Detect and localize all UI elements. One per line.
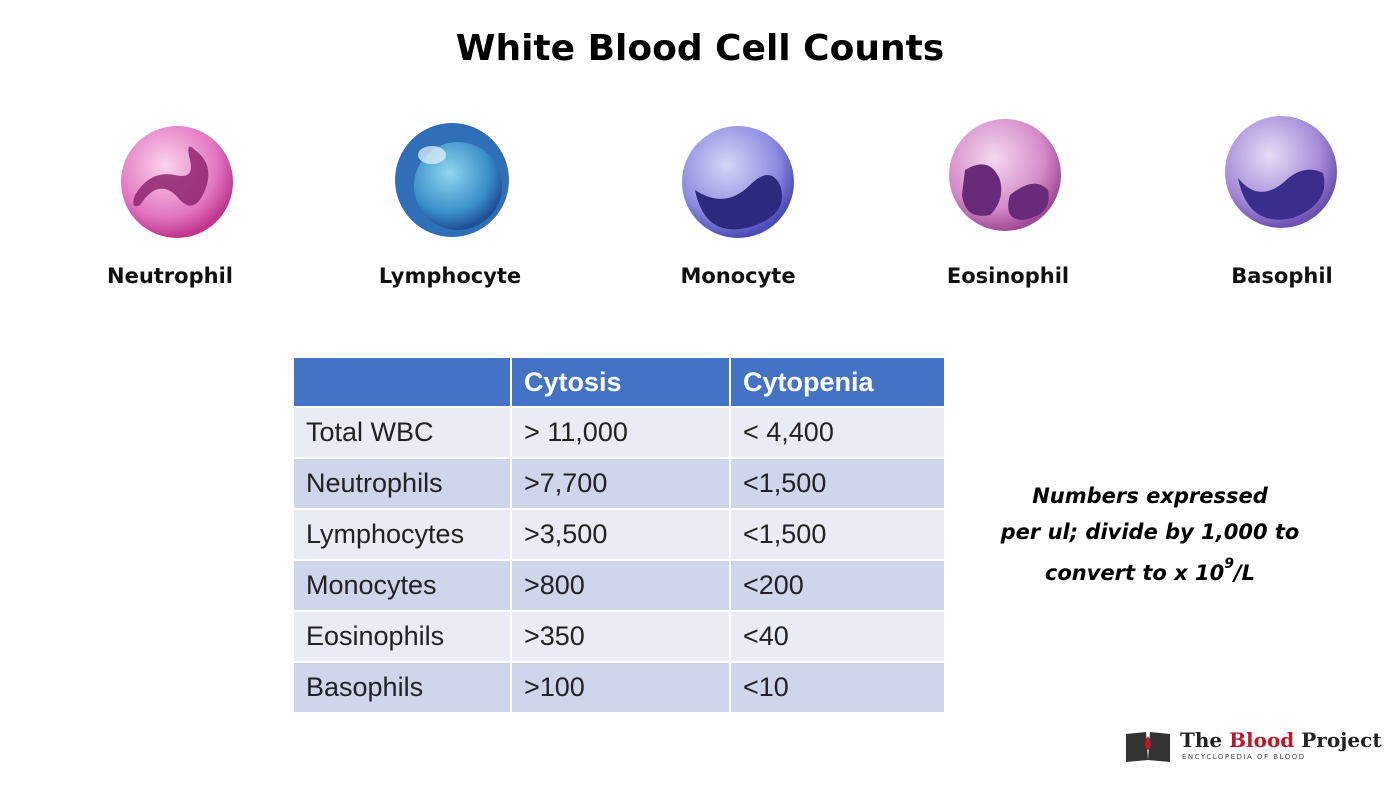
note-superscript: 9: [1224, 556, 1234, 572]
table-cell: Basophils: [294, 663, 510, 712]
table-cell: > 11,000: [512, 408, 729, 457]
logo: The Blood Project ENCYCLOPEDIA OF BLOOD: [1124, 726, 1382, 766]
logo-tagline: ENCYCLOPEDIA OF BLOOD: [1182, 753, 1306, 761]
table-row: Basophils >100 <10: [294, 663, 944, 712]
table-cell: <10: [731, 663, 944, 712]
eosinophil-icon: [949, 119, 1061, 231]
basophil-icon: [1225, 116, 1337, 228]
note-line: Numbers expressed: [1032, 484, 1268, 508]
logo-blood: Blood: [1229, 728, 1295, 752]
table-cell: >350: [512, 612, 729, 661]
note-line: convert to x 109/L: [990, 550, 1310, 591]
cell-label: Monocyte: [680, 264, 796, 288]
table-cell: < 4,400: [731, 408, 944, 457]
cell-illustrations: [121, 116, 1337, 238]
monocyte-icon: [682, 126, 794, 238]
table-cell: >800: [512, 561, 729, 610]
table-cell: >7,700: [512, 459, 729, 508]
table-row: Monocytes >800 <200: [294, 561, 944, 610]
table-row: Lymphocytes >3,500 <1,500: [294, 510, 944, 559]
lymphocyte-icon: [395, 123, 509, 237]
note-line: per ul; divide by 1,000 to: [1000, 520, 1300, 544]
cell-label: Eosinophil: [946, 264, 1070, 288]
header-cell: [294, 358, 510, 406]
table-cell: >3,500: [512, 510, 729, 559]
note: Numbers expressed per ul; divide by 1,00…: [990, 478, 1310, 591]
table-cell: Eosinophils: [294, 612, 510, 661]
header-cell: Cytosis: [512, 358, 729, 406]
note-suffix: /L: [1234, 561, 1256, 585]
logo-icon: [1126, 732, 1170, 762]
table-cell: Neutrophils: [294, 459, 510, 508]
table-cell: <40: [731, 612, 944, 661]
logo-project: Project: [1301, 728, 1382, 752]
table-row: Neutrophils >7,700 <1,500: [294, 459, 944, 508]
logo-name: The Blood Project: [1180, 728, 1382, 752]
note-text: convert to x 10: [1044, 561, 1225, 585]
table-cell: <1,500: [731, 459, 944, 508]
table-cell: Total WBC: [294, 408, 510, 457]
table-row: Total WBC > 11,000 < 4,400: [294, 408, 944, 457]
table-cell: <1,500: [731, 510, 944, 559]
table-cell: Lymphocytes: [294, 510, 510, 559]
table-row: Eosinophils >350 <40: [294, 612, 944, 661]
table-cell: <200: [731, 561, 944, 610]
logo-the: The: [1180, 728, 1223, 752]
table-cell: Monocytes: [294, 561, 510, 610]
table-cell: >100: [512, 663, 729, 712]
title: White Blood Cell Counts: [455, 28, 945, 69]
cell-label: Basophil: [1231, 264, 1333, 288]
header-cell: Cytopenia: [731, 358, 944, 406]
cell-label: Neutrophil: [107, 264, 233, 288]
neutrophil-icon: [121, 126, 233, 238]
cell-label: Lymphocyte: [378, 264, 522, 288]
header-row: Cytosis Cytopenia: [294, 358, 944, 406]
wbc-table: Cytosis Cytopenia Total WBC > 11,000 < 4,4…: [292, 356, 946, 714]
